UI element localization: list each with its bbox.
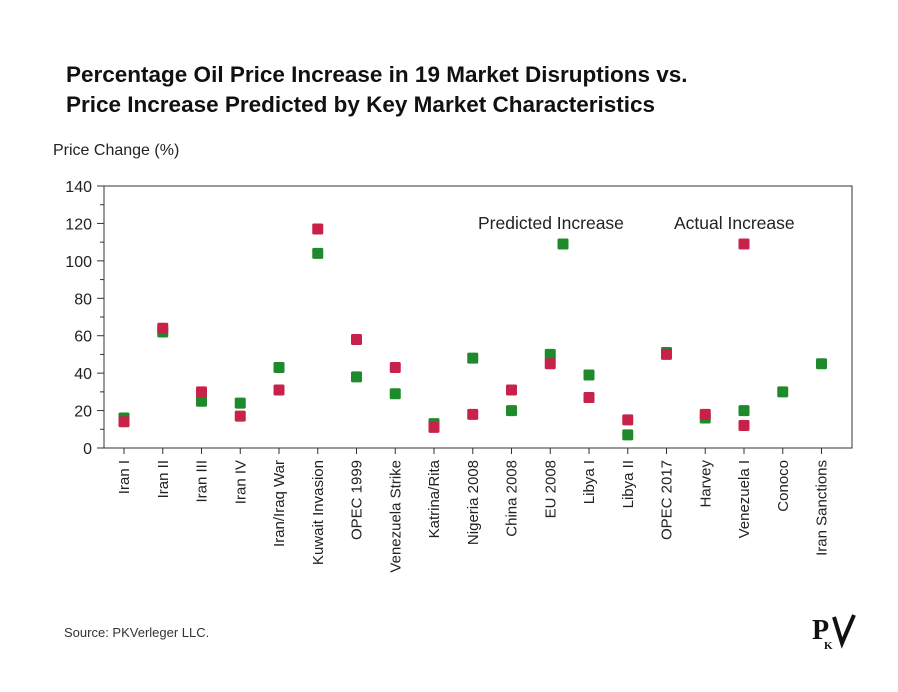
y-tick-label: 120 [65, 216, 92, 233]
predicted-point [196, 395, 207, 407]
x-category-label: Nigeria 2008 [465, 460, 482, 545]
actual-point [544, 358, 556, 370]
chart-title-line-2: Price Increase Predicted by Key Market C… [66, 92, 656, 117]
predicted-point [622, 429, 634, 441]
x-category-label: Iran III [194, 460, 211, 503]
predicted-point [506, 405, 517, 417]
chart-title-line-1: Percentage Oil Price Increase in 19 Mark… [66, 62, 688, 87]
x-category-label: Iran/Iraq War [271, 460, 288, 547]
legend-label-actual: Actual Increase [674, 213, 795, 233]
actual-point [506, 384, 517, 396]
actual-point [312, 223, 324, 235]
x-category-label: Venezuela I [736, 460, 753, 538]
actual-point [699, 408, 711, 420]
svg-text:P: P [812, 615, 829, 646]
x-category-label: Conoco [775, 460, 792, 512]
y-tick-label: 40 [74, 366, 92, 383]
predicted-point [583, 369, 595, 381]
y-tick-label: 0 [83, 441, 92, 458]
y-tick-label: 100 [65, 254, 92, 271]
actual-point [661, 348, 672, 360]
predicted-point [389, 388, 401, 400]
source-note: Source: PKVerleger LLC. [64, 625, 210, 640]
actual-point [234, 410, 246, 422]
x-category-label: OPEC 2017 [659, 460, 676, 540]
actual-point [389, 362, 401, 374]
y-axis-label: Price Change (%) [53, 142, 180, 159]
x-category-label: Harvey [697, 460, 714, 508]
y-tick-label: 140 [65, 179, 92, 196]
actual-point [583, 391, 595, 403]
predicted-point [351, 371, 362, 383]
actual-point [157, 322, 169, 334]
actual-point [467, 408, 479, 420]
actual-point [118, 416, 130, 428]
x-category-label: Iran I [116, 460, 133, 494]
predicted-point [312, 247, 324, 259]
x-category-label: China 2008 [504, 460, 521, 537]
x-category-label: Kuwait Invasion [310, 460, 327, 565]
y-tick-label: 20 [74, 404, 92, 421]
predicted-point [273, 362, 285, 374]
actual-point [351, 333, 362, 345]
legend-marker-predicted [557, 238, 569, 250]
y-tick-label: 80 [74, 291, 92, 308]
pkv-logo: P K [812, 611, 858, 652]
x-category-label: EU 2008 [542, 460, 559, 518]
legend-label-predicted: Predicted Increase [478, 213, 624, 233]
x-category-label: Iran Sanctions [814, 460, 831, 556]
legend-marker-actual [738, 238, 750, 250]
x-category-label: Iran II [155, 460, 172, 498]
actual-point [622, 414, 634, 426]
actual-point [273, 384, 285, 396]
actual-point [196, 386, 207, 398]
x-category-label: Iran IV [232, 460, 249, 504]
x-category-label: OPEC 1999 [349, 460, 366, 540]
predicted-point [777, 386, 789, 398]
x-category-label: Libya II [620, 460, 637, 508]
actual-point [428, 421, 440, 433]
predicted-point [544, 348, 556, 360]
x-category-label: Venezuela Strike [387, 460, 404, 573]
predicted-point [738, 405, 750, 417]
chart-title: Percentage Oil Price Increase in 19 Mark… [66, 60, 688, 120]
x-category-label: Katrina/Rita [426, 459, 443, 538]
y-tick-label: 60 [74, 329, 92, 346]
predicted-point [234, 397, 246, 409]
svg-text:K: K [824, 640, 833, 651]
predicted-point [816, 358, 827, 370]
predicted-point [467, 352, 479, 364]
actual-point [738, 420, 750, 432]
x-category-label: Libya I [581, 460, 598, 504]
